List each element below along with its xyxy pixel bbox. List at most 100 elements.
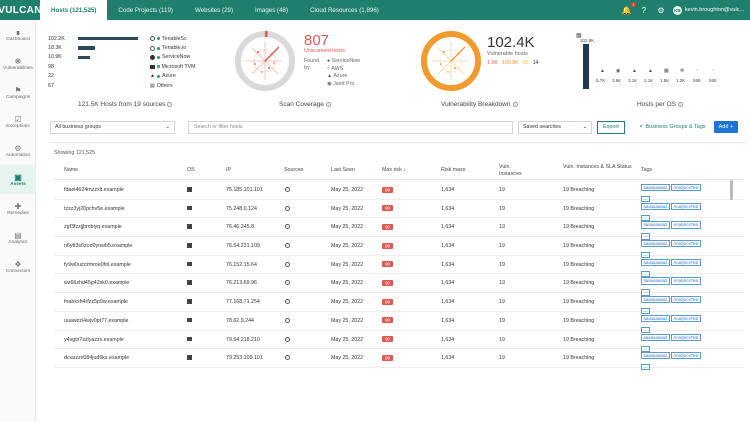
- table-row[interactable]: tzzz3yj20pchv5e.example 75.248.0.124 May…: [54, 200, 744, 221]
- sidebar-item-automation[interactable]: ⚙ Automation: [0, 136, 36, 165]
- os-count[interactable]: 3.1K: [628, 78, 638, 83]
- tag-chip[interactable]: aaaaaaaaa2: [641, 184, 670, 192]
- tag-chip[interactable]: AnalyticsTest: [670, 277, 701, 285]
- sla-status[interactable]: 19 Breaching: [563, 355, 595, 362]
- host-name[interactable]: y4vgtx7szlyazzx.example: [64, 336, 124, 343]
- tag-chip[interactable]: aaaaaaaaa2: [641, 333, 670, 341]
- medium-count[interactable]: 55: [522, 60, 529, 66]
- os-count[interactable]: 5.7K: [596, 78, 606, 83]
- vuln-instances[interactable]: 19: [499, 299, 505, 306]
- more-tags-button[interactable]: ...: [641, 308, 650, 315]
- sla-status[interactable]: 19 Breaching: [563, 336, 595, 343]
- low-count[interactable]: 14: [532, 60, 539, 66]
- col-sla-status[interactable]: Vuln. Instances & SLA Status: [563, 164, 632, 170]
- info-icon[interactable]: i: [325, 102, 331, 107]
- host-name[interactable]: n6yft3s6zod0yowb5.example: [64, 243, 133, 250]
- sla-status[interactable]: 19 Breaching: [563, 243, 595, 250]
- tag-chip[interactable]: AnalyticsTest: [670, 240, 701, 248]
- table-row[interactable]: dcuuzzx084jud6ks.example 79.253.109.101 …: [54, 349, 744, 371]
- sidebar-item-assets[interactable]: ▣ Assets: [0, 165, 36, 194]
- sla-status[interactable]: 19 Breaching: [563, 280, 595, 287]
- sla-status[interactable]: 19 Breaching: [563, 205, 595, 212]
- more-tags-button[interactable]: ...: [641, 270, 650, 277]
- critical-count[interactable]: 1.5K: [487, 60, 498, 66]
- os-count[interactable]: 2.1K: [644, 78, 654, 83]
- more-tags-button[interactable]: ...: [641, 214, 650, 221]
- tab-hosts[interactable]: Hosts (121,525): [40, 0, 108, 20]
- tag-chip[interactable]: AnalyticsTest: [670, 202, 701, 210]
- table-row[interactable]: uuawzzi4wjv0pt77.example 78.62.9.244 May…: [54, 312, 744, 334]
- business-groups-tags-button[interactable]: ⚬ Business Groups & Tags: [638, 124, 706, 130]
- sla-status[interactable]: 19 Breaching: [563, 317, 595, 324]
- col-risk-mass[interactable]: Risk mass: [441, 167, 466, 173]
- vuln-instances[interactable]: 19: [499, 336, 505, 343]
- vuln-instances[interactable]: 19: [499, 317, 505, 324]
- sla-status[interactable]: 19 Breaching: [563, 261, 595, 268]
- host-name[interactable]: fnabxxh4rfzz5p9w.example: [64, 299, 128, 306]
- tag-chip[interactable]: AnalyticsTest: [670, 296, 701, 304]
- table-row[interactable]: fdaei4624mzzxlt.example 75.185.101.101 M…: [54, 181, 744, 203]
- more-tags-button[interactable]: ...: [641, 252, 650, 259]
- tag-chip[interactable]: aaaaaaaaa2: [641, 277, 670, 285]
- sidebar-item-connectors[interactable]: ❖ Connectors: [0, 252, 36, 281]
- user-menu[interactable]: KB kevin.broughton@vulc...: [672, 5, 744, 15]
- vulcan-logo[interactable]: VULCAN: [0, 4, 42, 16]
- info-icon[interactable]: i: [167, 102, 173, 107]
- os-bar-main[interactable]: [583, 44, 589, 89]
- high-count[interactable]: 100.8K: [501, 60, 519, 66]
- info-icon[interactable]: i: [512, 102, 518, 107]
- tag-chip[interactable]: aaaaaaaaa2: [641, 258, 670, 267]
- more-tags-button[interactable]: ...: [641, 326, 650, 334]
- sla-status[interactable]: 19 Breaching: [563, 224, 595, 231]
- sla-status[interactable]: 19 Breaching: [563, 299, 595, 306]
- host-name[interactable]: fdaei4624mzzxlt.example: [64, 187, 124, 193]
- os-count[interactable]: 1.5K: [660, 78, 670, 83]
- os-count[interactable]: 559: [693, 78, 701, 83]
- col-ip[interactable]: IP: [226, 167, 232, 173]
- add-button[interactable]: Add +: [713, 121, 739, 133]
- sidebar-item-remedies[interactable]: ✚ Remedies: [0, 194, 36, 223]
- saved-searches-select[interactable]: Saved searches ⌄: [518, 120, 592, 134]
- col-os[interactable]: OS: [187, 167, 195, 173]
- tag-chip[interactable]: aaaaaaaaa2: [641, 240, 670, 248]
- tag-chip[interactable]: AnalyticsTest: [670, 352, 701, 360]
- notifications-button[interactable]: 🔔 1: [622, 2, 636, 15]
- tag-chip[interactable]: aaaaaaaaa2: [641, 352, 670, 360]
- tab-images[interactable]: Images (48): [255, 6, 289, 14]
- tag-chip[interactable]: aaaaaaaaa2: [641, 221, 670, 229]
- col-sources[interactable]: Sources: [284, 167, 304, 173]
- tag-chip[interactable]: AnalyticsTest: [670, 333, 701, 341]
- vuln-instances[interactable]: 19: [499, 187, 505, 193]
- vuln-instances[interactable]: 19: [499, 280, 505, 287]
- vuln-instances[interactable]: 19: [499, 261, 505, 268]
- business-group-select[interactable]: All business groups ⌄: [50, 120, 175, 134]
- info-icon[interactable]: i: [678, 102, 684, 107]
- table-row[interactable]: wz66zhd45g42sk0.example 76.213.69.96 May…: [54, 274, 744, 296]
- table-row[interactable]: zgf3fzzjjbmbiyq.example 76.46.245.8 May …: [54, 218, 744, 240]
- vuln-instances[interactable]: 19: [499, 224, 505, 231]
- col-name[interactable]: Name: [64, 167, 79, 173]
- search-input[interactable]: Search or filter hosts: [188, 120, 513, 134]
- sidebar-item-exceptions[interactable]: ☑ Exceptions: [0, 107, 36, 136]
- table-row[interactable]: fy9w0uzzzmroe0fol.example 76.152.15.64 M…: [54, 256, 744, 277]
- os-count[interactable]: 555: [709, 78, 717, 83]
- sidebar-item-campaigns[interactable]: ⚑ Campaigns: [0, 78, 36, 107]
- vuln-instances[interactable]: 19: [499, 243, 505, 250]
- col-max-risk[interactable]: Max risk ↓: [382, 167, 406, 173]
- host-name[interactable]: wz66zhd45g42sk0.example: [64, 280, 130, 287]
- vulnerability-breakdown-chart[interactable]: [420, 30, 482, 92]
- more-tags-button[interactable]: ...: [641, 289, 650, 296]
- col-last-seen[interactable]: Last Seen: [331, 167, 355, 173]
- more-tags-button[interactable]: ...: [641, 364, 650, 371]
- vuln-instances[interactable]: 19: [499, 205, 505, 212]
- vuln-instances[interactable]: 19: [499, 355, 505, 362]
- os-count[interactable]: 3.6K: [612, 78, 622, 83]
- host-name[interactable]: dcuuzzx084jud6ks.example: [64, 355, 130, 362]
- settings-button[interactable]: ⚙: [656, 5, 666, 15]
- tag-chip[interactable]: aaaaaaaaa2: [641, 202, 670, 210]
- sources-widget[interactable]: 102.2K TenableSc 18.3K Tenable.io 10.9K …: [48, 34, 196, 90]
- scan-coverage-chart[interactable]: [234, 30, 296, 92]
- col-tags[interactable]: Tags: [641, 167, 653, 173]
- tag-chip[interactable]: AnalyticsTest: [670, 221, 701, 229]
- sidebar-item-vulnerabilities[interactable]: ❋ Vulnerabilities: [0, 49, 36, 78]
